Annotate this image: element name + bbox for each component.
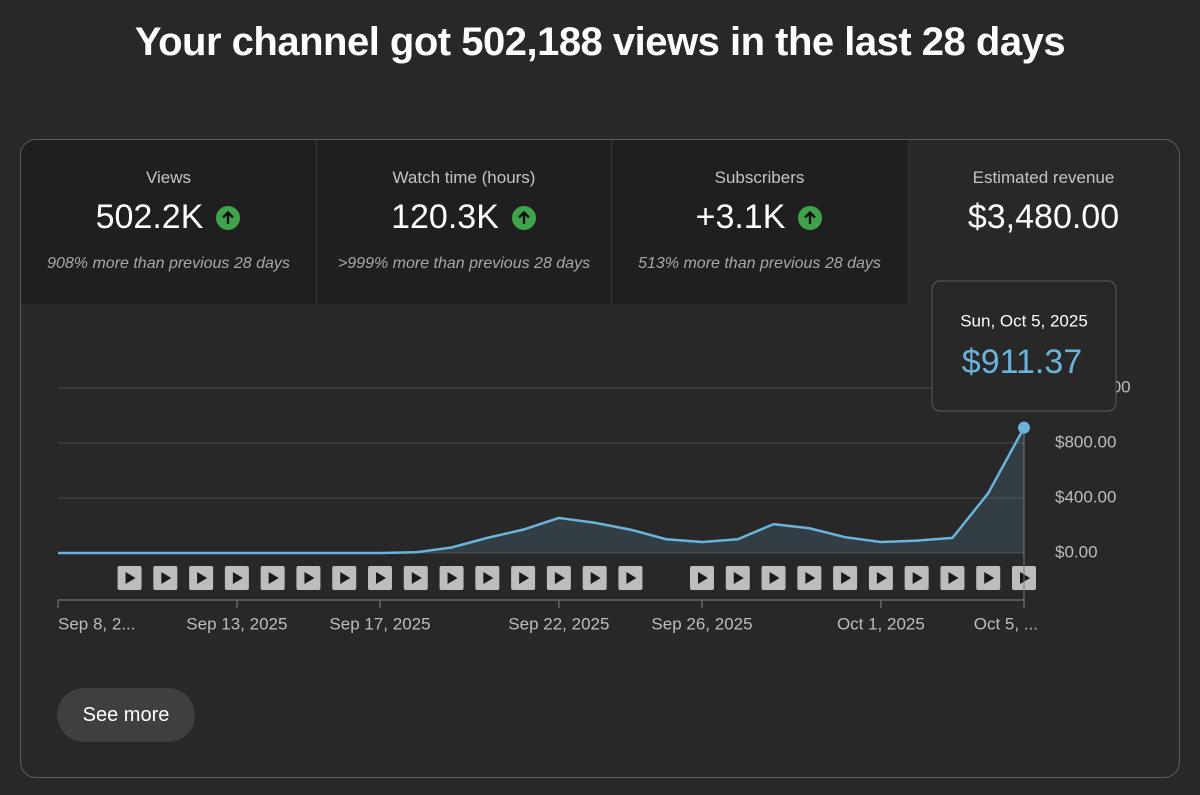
video-marker-play bbox=[519, 572, 530, 584]
metric-tab[interactable]: Watch time (hours) 120.3K >999% more tha… bbox=[317, 140, 611, 304]
video-marker-play bbox=[197, 572, 208, 584]
video-marker[interactable] bbox=[546, 566, 571, 590]
video-marker[interactable] bbox=[368, 566, 392, 590]
y-tick-label: $0.00 bbox=[1055, 542, 1098, 561]
metric-value-row: $3,480.00 bbox=[908, 198, 1179, 237]
tooltip-date: Sun, Oct 5, 2025 bbox=[960, 311, 1088, 330]
metric-label: Views bbox=[145, 168, 192, 187]
x-tick-label: Sep 22, 2025 bbox=[508, 614, 609, 633]
up-arrow-icon bbox=[216, 205, 241, 230]
video-marker-play bbox=[590, 572, 601, 584]
video-marker[interactable] bbox=[582, 566, 607, 590]
metric-value-row: 120.3K bbox=[317, 198, 611, 237]
page-title: Your channel got 502,188 views in the la… bbox=[134, 20, 1066, 64]
video-marker-play bbox=[340, 572, 351, 584]
video-marker-play bbox=[626, 572, 637, 584]
video-marker[interactable] bbox=[260, 566, 285, 590]
video-marker-play bbox=[805, 572, 816, 584]
video-marker-play bbox=[912, 572, 923, 584]
video-marker-play bbox=[984, 572, 995, 584]
video-marker[interactable] bbox=[511, 566, 536, 590]
video-marker[interactable] bbox=[940, 566, 965, 590]
video-marker[interactable] bbox=[439, 566, 464, 590]
video-marker[interactable] bbox=[797, 566, 822, 590]
video-marker-play bbox=[447, 572, 458, 584]
x-tick-label: Sep 8, 2... bbox=[58, 614, 136, 633]
video-marker[interactable] bbox=[475, 566, 500, 590]
line bbox=[58, 427, 1026, 555]
metric-change: 513% more than previous 28 days bbox=[638, 255, 881, 272]
video-marker[interactable] bbox=[403, 566, 428, 590]
video-marker[interactable] bbox=[296, 566, 321, 590]
area bbox=[58, 427, 1024, 553]
metric-change: >999% more than previous 28 days bbox=[337, 255, 591, 272]
metric-tab-selected[interactable]: Estimated revenue $3,480.00 bbox=[908, 140, 1179, 304]
video-marker[interactable] bbox=[725, 566, 750, 590]
x-tick-label: Oct 5, ... bbox=[974, 614, 1038, 633]
video-marker-play bbox=[1020, 572, 1030, 584]
x-tick-label: Sep 26, 2025 bbox=[651, 614, 752, 633]
metric-tab[interactable]: Views 502.2K 908% more than previous 28 … bbox=[21, 140, 316, 304]
x-tick-label: Sep 17, 2025 bbox=[329, 614, 430, 633]
video-marker-play bbox=[304, 572, 315, 584]
video-marker[interactable] bbox=[690, 566, 714, 590]
video-marker-play bbox=[841, 572, 852, 584]
video-marker-play bbox=[483, 572, 494, 584]
video-marker[interactable] bbox=[976, 566, 1001, 590]
y-tick-label: $800.00 bbox=[1055, 432, 1116, 451]
up-arrow-icon bbox=[798, 205, 823, 230]
up-arrow-icon bbox=[511, 205, 536, 230]
metric-value: 120.3K bbox=[391, 198, 499, 236]
video-marker[interactable] bbox=[189, 566, 214, 590]
metric-value: $3,480.00 bbox=[967, 198, 1120, 236]
video-marker-play bbox=[376, 572, 386, 584]
tab-divider bbox=[316, 140, 317, 304]
video-marker-play bbox=[232, 572, 243, 584]
x-tick-label: Oct 1, 2025 bbox=[837, 614, 925, 633]
metric-value: 502.2K bbox=[95, 198, 204, 236]
video-marker-play bbox=[769, 572, 780, 584]
video-marker-play bbox=[161, 572, 172, 584]
analytics-card: Views 502.2K 908% more than previous 28 … bbox=[20, 139, 1180, 778]
video-marker[interactable] bbox=[117, 566, 142, 590]
video-marker[interactable] bbox=[868, 566, 893, 590]
metric-change: 908% more than previous 28 days bbox=[47, 255, 290, 272]
video-marker[interactable] bbox=[224, 566, 249, 590]
video-marker-play bbox=[411, 572, 422, 584]
video-marker-play bbox=[948, 572, 959, 584]
x-tick-label: Sep 13, 2025 bbox=[186, 614, 287, 633]
metric-value: +3.1K bbox=[695, 198, 786, 236]
hover-point bbox=[1018, 421, 1030, 434]
video-marker[interactable] bbox=[618, 566, 643, 590]
see-more-button[interactable]: See more bbox=[57, 688, 195, 742]
video-marker[interactable] bbox=[833, 566, 858, 590]
metric-value-row: +3.1K bbox=[612, 198, 907, 237]
tooltip-box bbox=[931, 280, 1117, 412]
tab-divider bbox=[611, 140, 612, 304]
video-marker-play bbox=[876, 572, 887, 584]
y-tick-label: $400.00 bbox=[1055, 487, 1116, 506]
video-marker[interactable] bbox=[761, 566, 786, 590]
video-marker[interactable] bbox=[904, 566, 929, 590]
metric-value-row: 502.2K bbox=[21, 198, 316, 237]
tooltip-value: $911.37 bbox=[962, 343, 1082, 381]
video-marker-play bbox=[125, 572, 136, 584]
metric-tab[interactable]: Subscribers +3.1K 513% more than previou… bbox=[612, 140, 907, 304]
video-marker[interactable] bbox=[332, 566, 357, 590]
metric-label: Subscribers bbox=[714, 168, 805, 187]
video-marker-play bbox=[698, 572, 708, 584]
video-marker[interactable] bbox=[153, 566, 178, 590]
metric-label: Estimated revenue bbox=[972, 168, 1115, 187]
metric-label: Watch time (hours) bbox=[392, 168, 536, 187]
video-marker-play bbox=[554, 572, 565, 584]
video-marker-play bbox=[733, 572, 744, 584]
video-marker-play bbox=[268, 572, 279, 584]
